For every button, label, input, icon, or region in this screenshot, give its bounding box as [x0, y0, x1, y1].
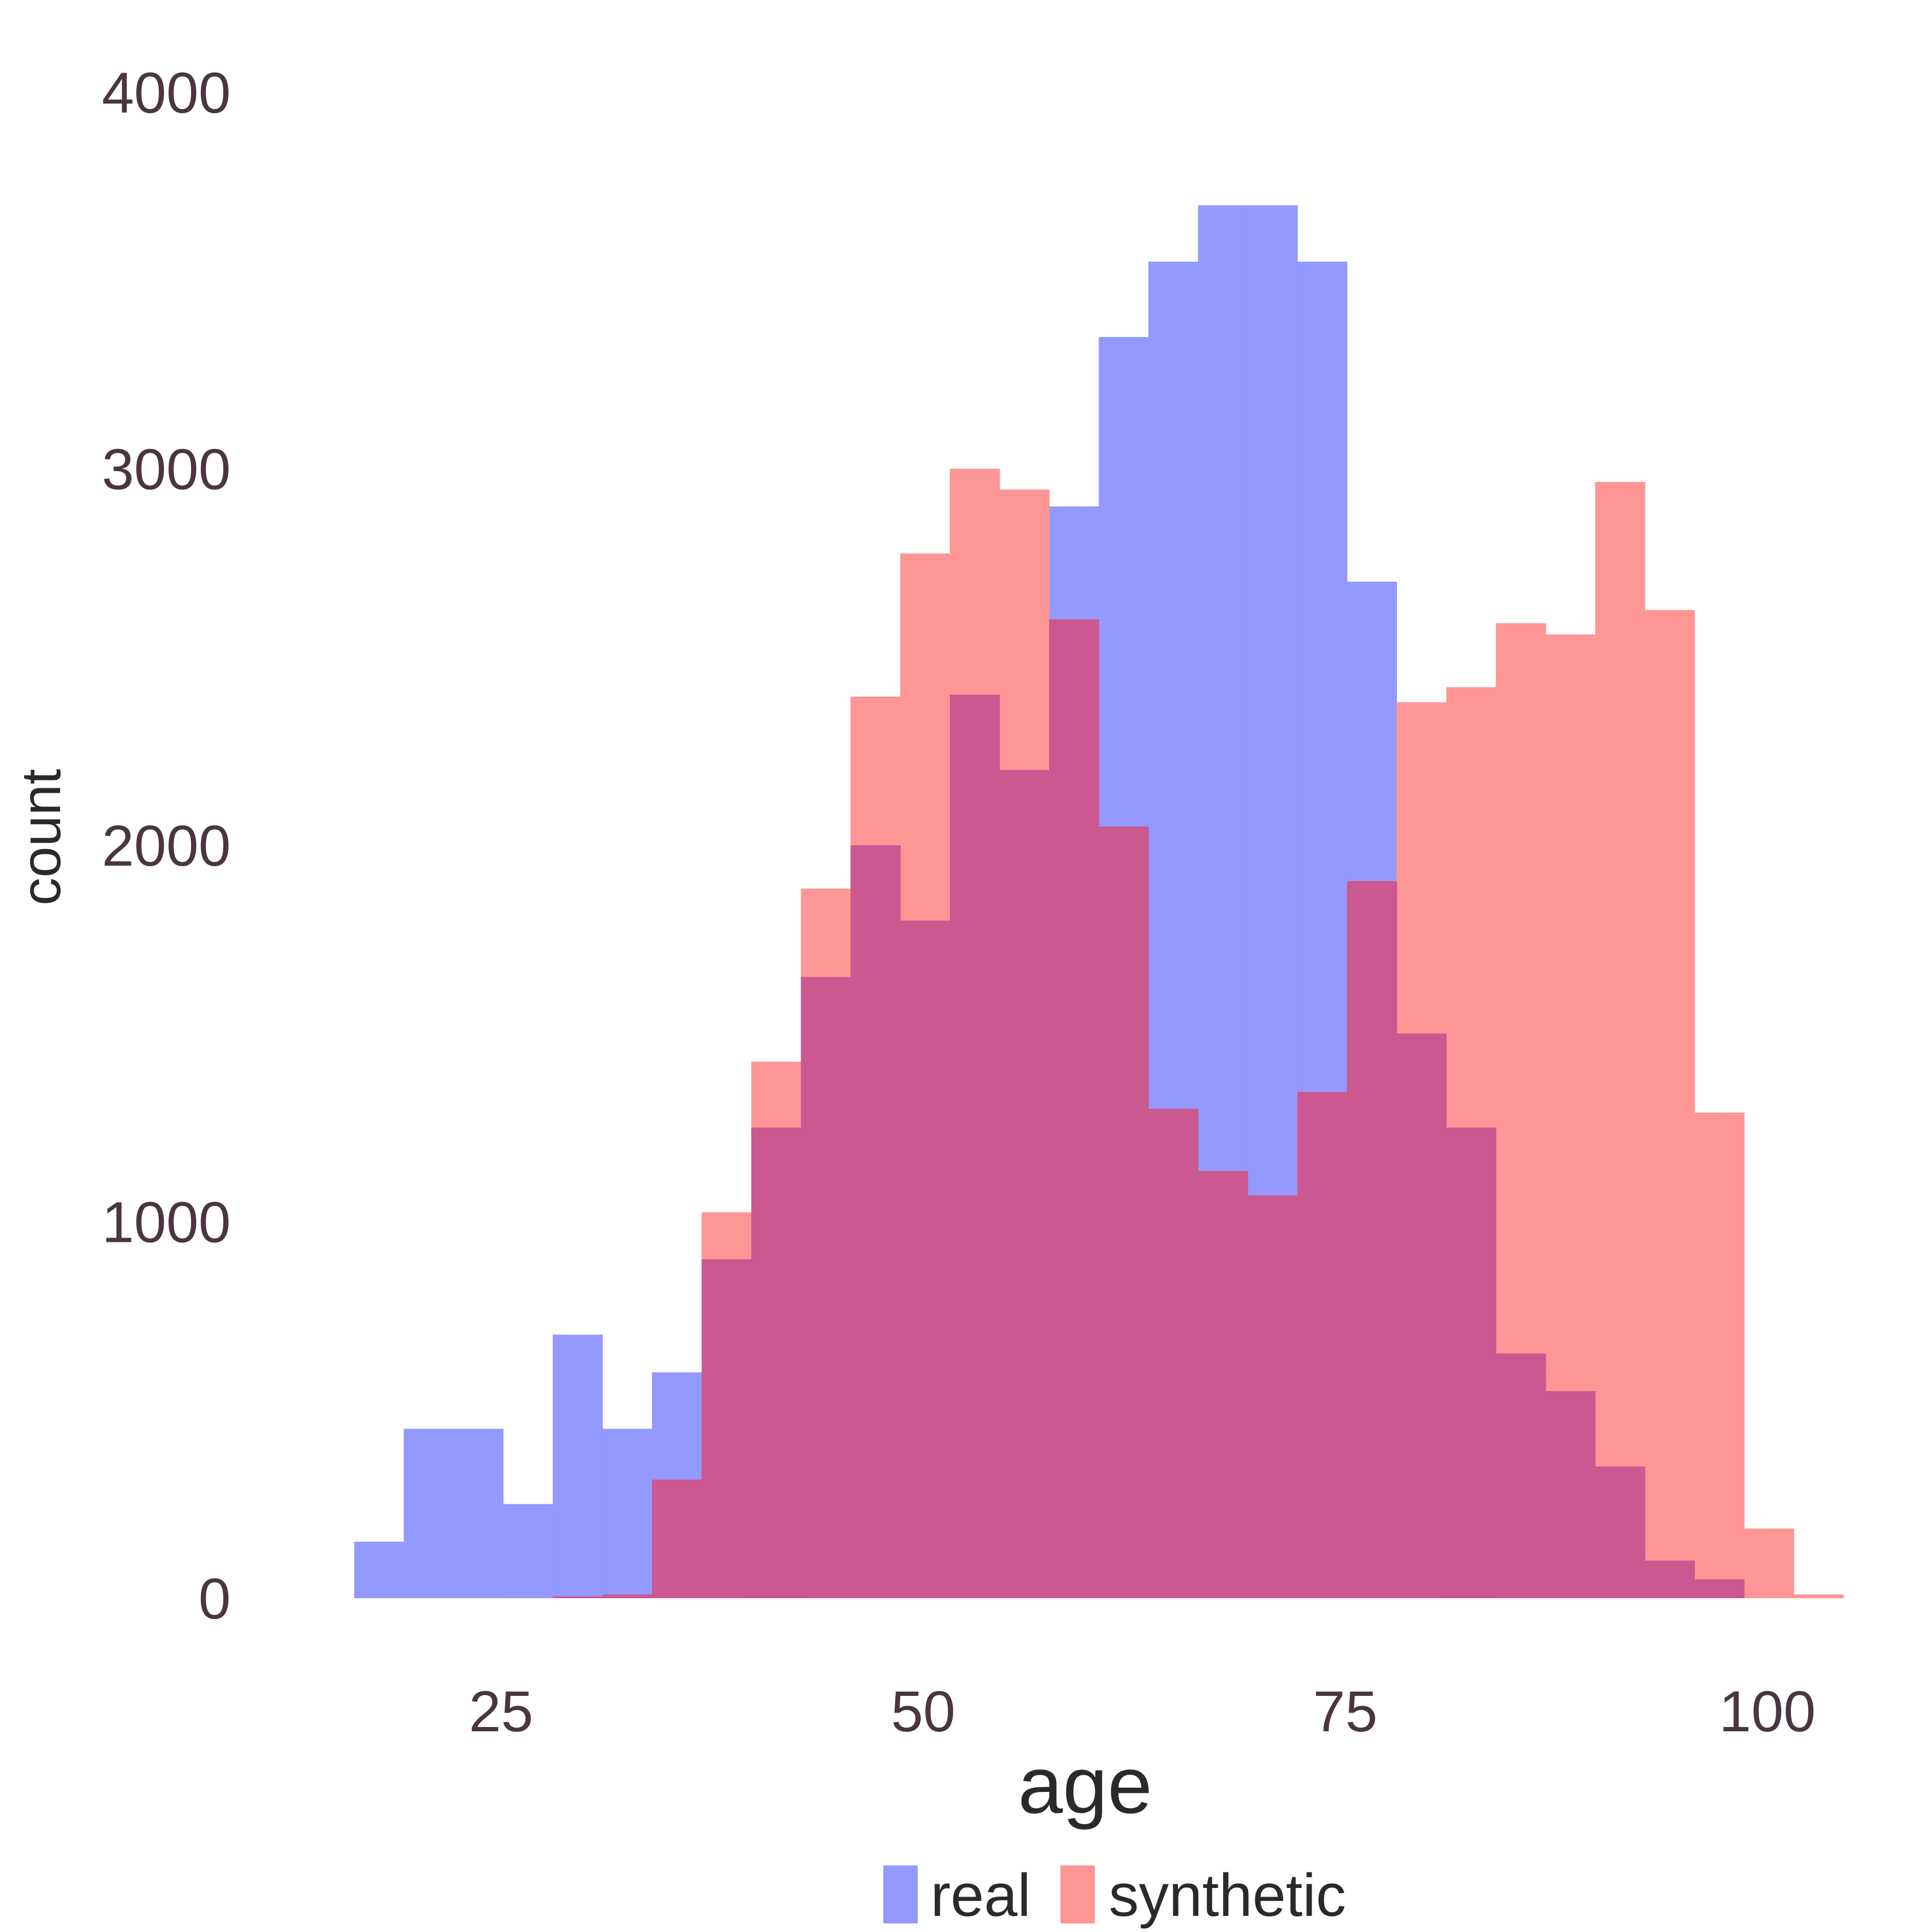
overlap-bar [652, 1480, 702, 1598]
y-axis-ticks: 0 1000 2000 3000 4000 [102, 60, 231, 1631]
y-tick-label: 4000 [102, 60, 231, 125]
x-tick-label: 25 [469, 1679, 533, 1744]
overlap-bar [1099, 826, 1149, 1598]
overlap-bar [1496, 1353, 1546, 1598]
legend-swatch-real [883, 1865, 918, 1923]
overlap-bar [1247, 1195, 1298, 1598]
overlap-bar [1694, 1579, 1745, 1598]
x-tick-label: 100 [1719, 1679, 1816, 1744]
overlap-bar [1644, 1560, 1695, 1598]
overlap-bar [1396, 1033, 1447, 1598]
overlap-bar [900, 920, 950, 1598]
y-tick-label: 3000 [102, 437, 231, 502]
overlap-bar [1049, 619, 1100, 1598]
synthetic-bar [1744, 1528, 1795, 1598]
y-tick-label: 0 [199, 1566, 231, 1631]
overlap-bar [552, 1596, 603, 1598]
overlap-bar [1297, 1092, 1348, 1598]
overlap-bar [1446, 1128, 1497, 1599]
synthetic-bar [1644, 610, 1695, 1598]
real-bar [602, 1429, 653, 1598]
real-bar [404, 1429, 454, 1598]
x-axis-ticks: 25 50 75 100 [469, 1679, 1816, 1744]
y-tick-label: 2000 [102, 813, 231, 878]
real-bar [453, 1429, 504, 1598]
y-tick-label: 1000 [102, 1190, 231, 1255]
legend-label-synthetic: synthetic [1109, 1862, 1346, 1929]
legend: real synthetic [883, 1862, 1346, 1929]
overlap-bar [1545, 1391, 1596, 1598]
overlap-bar [949, 694, 1000, 1598]
x-tick-label: 50 [891, 1679, 955, 1744]
real-bar [552, 1334, 603, 1598]
legend-label-real: real [931, 1862, 1031, 1929]
x-tick-label: 75 [1313, 1679, 1378, 1744]
overlap-bar [1346, 881, 1397, 1598]
overlap-bar [1148, 1109, 1199, 1598]
overlap-bar [1595, 1466, 1645, 1598]
overlap-bar [602, 1594, 653, 1598]
overlap-bar [1198, 1170, 1248, 1598]
real-bar [503, 1504, 553, 1599]
overlap-bars [552, 619, 1745, 1599]
overlap-bar [850, 845, 901, 1598]
y-axis-title: count [10, 769, 72, 906]
synthetic-bar [1694, 1113, 1745, 1598]
legend-swatch-synthetic [1060, 1865, 1095, 1923]
x-axis-title: age [1018, 1740, 1152, 1830]
overlap-bar [801, 977, 851, 1598]
real-bar [354, 1541, 405, 1598]
synthetic-bar [1794, 1594, 1844, 1598]
overlap-bar [701, 1259, 752, 1598]
overlap-bar [999, 770, 1050, 1598]
overlap-bar [751, 1128, 802, 1599]
synthetic-bar [1595, 482, 1645, 1598]
